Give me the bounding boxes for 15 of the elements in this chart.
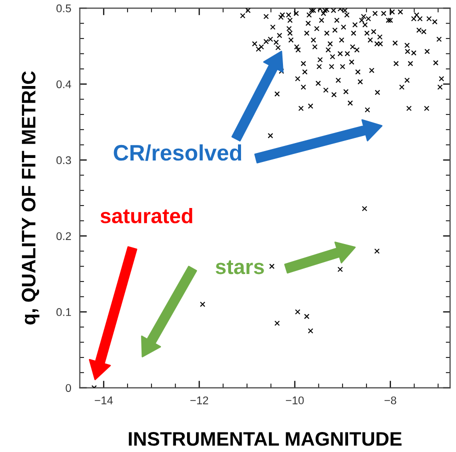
y-tick-label: 0.2 [56, 232, 71, 240]
y-axis-title: q, QUALITY OF FIT METRIC [22, 71, 40, 324]
x-tick-label: −8 [384, 396, 396, 404]
x-tick-label: −12 [190, 396, 208, 404]
annotation: CR/resolved [114, 144, 242, 161]
x-tick-label: −14 [94, 396, 113, 404]
annotation: saturated [100, 208, 192, 224]
y-tick-label: 0.4 [56, 80, 72, 88]
x-tick-label: −10 [286, 396, 304, 404]
x-axis-title: INSTRUMENTAL MAGNITUDE [128, 432, 402, 446]
y-tick-label: 0.1 [56, 308, 71, 316]
y-tick-label: 0.3 [56, 156, 71, 164]
y-tick-label: 0.5 [56, 4, 71, 12]
y-tick-label: 0 [66, 384, 72, 392]
annotation: stars [216, 260, 264, 274]
